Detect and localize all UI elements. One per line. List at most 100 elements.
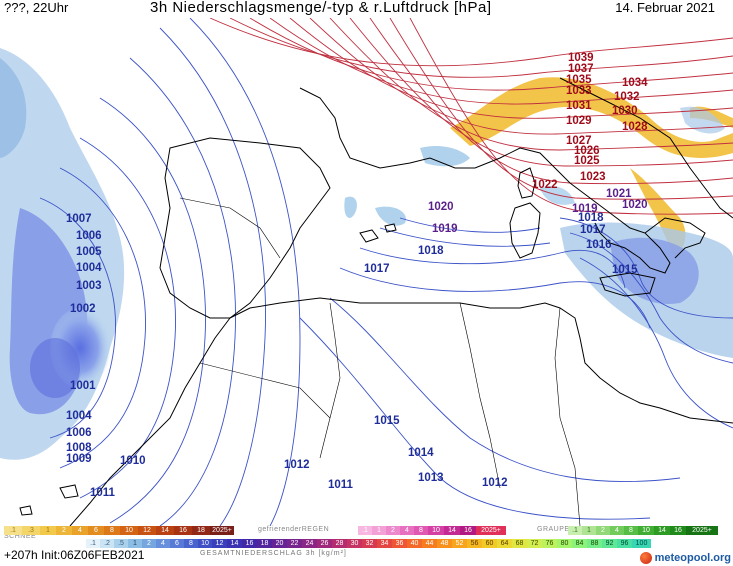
legend-total-cell: 68: [512, 539, 527, 548]
svg-text:1017: 1017: [364, 263, 390, 275]
svg-text:1027: 1027: [566, 135, 592, 147]
svg-text:1022: 1022: [532, 179, 558, 191]
svg-text:1017: 1017: [580, 224, 606, 236]
svg-text:1005: 1005: [76, 246, 102, 258]
legend-total-cell: 44: [422, 539, 437, 548]
legend-total-cell: 10: [198, 539, 212, 548]
svg-text:1007: 1007: [66, 213, 92, 225]
svg-text:1004: 1004: [76, 262, 102, 274]
svg-text:1011: 1011: [90, 487, 116, 499]
legend-fzra-cell: 16: [460, 526, 476, 535]
date-label: 14. Februar 2021: [615, 0, 715, 15]
legend-snow-cell: .3: [22, 526, 40, 535]
svg-text:1009: 1009: [66, 453, 92, 465]
legend-graupel-cell: 10: [638, 526, 654, 535]
legend-total-cell: 88: [587, 539, 602, 548]
svg-text:1020: 1020: [622, 199, 648, 211]
legend-graupel-label: GRAUPEL: [537, 526, 574, 533]
legend-total-cell: 84: [572, 539, 587, 548]
legend-total-cell: 4: [156, 539, 170, 548]
legend-total-cell: 2: [142, 539, 156, 548]
svg-text:1016: 1016: [586, 239, 612, 251]
legend-fzra-cell: 2025+: [476, 526, 506, 535]
legend-total-cell: 92: [602, 539, 617, 548]
legend-total-cell: 32: [362, 539, 377, 548]
svg-text:1019: 1019: [572, 203, 598, 215]
legend-total-cell: 72: [527, 539, 542, 548]
precip-med-patches: [344, 146, 575, 226]
svg-text:1013: 1013: [418, 472, 444, 484]
svg-text:1020: 1020: [428, 201, 454, 213]
legend-snow-cell: 8: [104, 526, 120, 535]
svg-text:1023: 1023: [580, 171, 606, 183]
legend-fzra-cell: 2: [386, 526, 400, 535]
svg-text:1039: 1039: [568, 52, 594, 64]
svg-text:1031: 1031: [566, 100, 592, 112]
legend-snow-cell: 6: [88, 526, 104, 535]
legend-graupel-cell: 8: [624, 526, 638, 535]
legend-snow-cell: 1: [40, 526, 56, 535]
legend-total-cell: .2: [100, 539, 114, 548]
legend-total-cell: 28: [332, 539, 347, 548]
run-info: +207h Init:06Z06FEB2021: [4, 548, 145, 562]
svg-text:1010: 1010: [120, 455, 146, 467]
legend-fzra-scale: .1 1 2 4 8 10 14 16 2025+: [358, 526, 506, 535]
isobars-red: [209, 17, 733, 215]
svg-text:1015: 1015: [612, 264, 638, 276]
svg-text:1014: 1014: [408, 447, 434, 459]
legend-snow-cell: 4: [72, 526, 88, 535]
legend-fzra-label: gefrierenderREGEN: [258, 526, 330, 533]
legend-graupel-cell: 4: [610, 526, 624, 535]
legend-snow-cell: .1: [4, 526, 22, 535]
legend-total-cell: 20: [272, 539, 287, 548]
legend-total-cell: .1: [86, 539, 100, 548]
svg-text:1025: 1025: [574, 155, 600, 167]
weather-map: 1007 1006 1005 1004 1003 1002 1001 1004 …: [0, 17, 733, 527]
legend-total-cell: 22: [287, 539, 302, 548]
legend-total-cell: 36: [392, 539, 407, 548]
legend-snow-cell: 18: [192, 526, 210, 535]
precip-atlantic: [0, 48, 125, 460]
map-canvas: 1007 1006 1005 1004 1003 1002 1001 1004 …: [0, 17, 733, 527]
svg-text:1006: 1006: [76, 230, 102, 242]
pressure-labels: 1007 1006 1005 1004 1003 1002 1001 1004 …: [66, 52, 648, 499]
legend-total-cell: 48: [437, 539, 452, 548]
svg-text:1035: 1035: [566, 74, 592, 86]
legend-snow-cell: 12: [138, 526, 156, 535]
svg-text:1006: 1006: [66, 427, 92, 439]
legend-total-scale: .1 .2 .5 1 2 4 6 8 10 12 14 16 18 20 22 …: [86, 539, 658, 548]
header-bar: ???, 22Uhr 3h Niederschlagsmenge/-typ & …: [0, 0, 733, 20]
svg-text:1030: 1030: [612, 105, 638, 117]
legend-graupel-cell: .1: [568, 526, 582, 535]
legend-fzra-cell: .1: [358, 526, 372, 535]
legend-total-cell: 16: [242, 539, 257, 548]
time-label: ???, 22Uhr: [4, 0, 69, 15]
legend-fzra-cell: 1: [372, 526, 386, 535]
legend-fzra-cell: 10: [428, 526, 444, 535]
legend-fzra-cell: 4: [400, 526, 414, 535]
legend-fzra-cell: 8: [414, 526, 428, 535]
legend-total-cell: 96: [617, 539, 632, 548]
legend-graupel-cell: 1: [582, 526, 596, 535]
svg-text:1021: 1021: [606, 188, 632, 200]
svg-text:1012: 1012: [284, 459, 310, 471]
legend-graupel-cell: 2025+: [686, 526, 718, 535]
svg-text:1033: 1033: [566, 85, 592, 97]
legend-snow-cell: 10: [120, 526, 138, 535]
legend-total-cell: 26: [317, 539, 332, 548]
globe-icon: [639, 552, 652, 564]
svg-text:1032: 1032: [614, 91, 640, 103]
brand-logo: meteopool.org: [639, 552, 731, 564]
legend-total-cell: 34: [377, 539, 392, 548]
svg-text:1037: 1037: [568, 63, 594, 75]
svg-text:1019: 1019: [432, 223, 458, 235]
legend-total-cell: 30: [347, 539, 362, 548]
legend-total-cell: 76: [542, 539, 557, 548]
legend-total-cell: 40: [407, 539, 422, 548]
legend-total-cell: 6: [170, 539, 184, 548]
svg-text:1028: 1028: [622, 121, 648, 133]
legend-snow-cell: 2025+: [210, 526, 234, 535]
legend-graupel-scale: .1 1 2 4 8 10 14 16 2025+: [568, 526, 718, 535]
legend-total-cell: .5: [114, 539, 128, 548]
legend-total-cell: 1: [128, 539, 142, 548]
